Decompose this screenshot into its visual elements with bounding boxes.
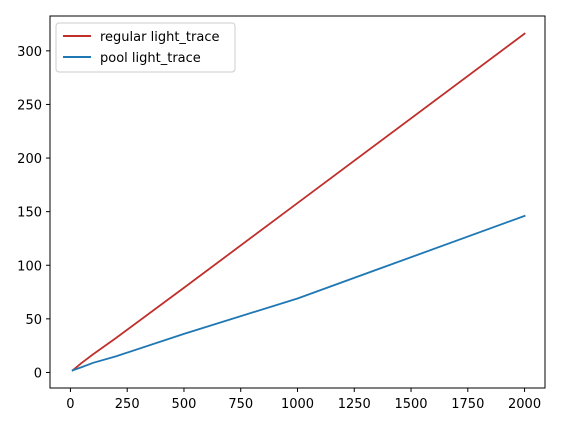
- x-tick-label: 250: [115, 397, 140, 412]
- x-axis: 0 250 500 750 1000 1250 1500 1750 2000: [66, 388, 541, 412]
- legend-box: [55, 22, 236, 73]
- legend-label-regular: regular light_trace: [100, 30, 219, 45]
- series-line-1: [71, 214, 526, 372]
- x-tick-label: 1250: [338, 397, 371, 412]
- y-tick-label: 200: [17, 152, 42, 167]
- y-tick-label: 0: [34, 366, 42, 381]
- legend-label-pool: pool light_trace: [100, 51, 201, 66]
- y-tick-label: 250: [17, 98, 42, 113]
- series-line-0: [71, 32, 526, 372]
- x-tick-label: 1000: [281, 397, 314, 412]
- x-tick-label: 2000: [508, 397, 541, 412]
- y-axis: 0 50 100 150 200 250 300: [17, 45, 50, 381]
- x-tick-label: 750: [228, 397, 253, 412]
- series-layer: [71, 32, 526, 372]
- x-tick-label: 1750: [451, 397, 484, 412]
- x-tick-label: 1500: [394, 397, 427, 412]
- y-tick-label: 50: [25, 313, 42, 328]
- y-tick-label: 150: [17, 206, 42, 221]
- legend: regular light_trace pool light_trace: [55, 22, 236, 73]
- y-tick-label: 300: [17, 45, 42, 60]
- x-tick-label: 0: [66, 397, 74, 412]
- y-tick-label: 100: [17, 259, 42, 274]
- x-tick-label: 500: [172, 397, 197, 412]
